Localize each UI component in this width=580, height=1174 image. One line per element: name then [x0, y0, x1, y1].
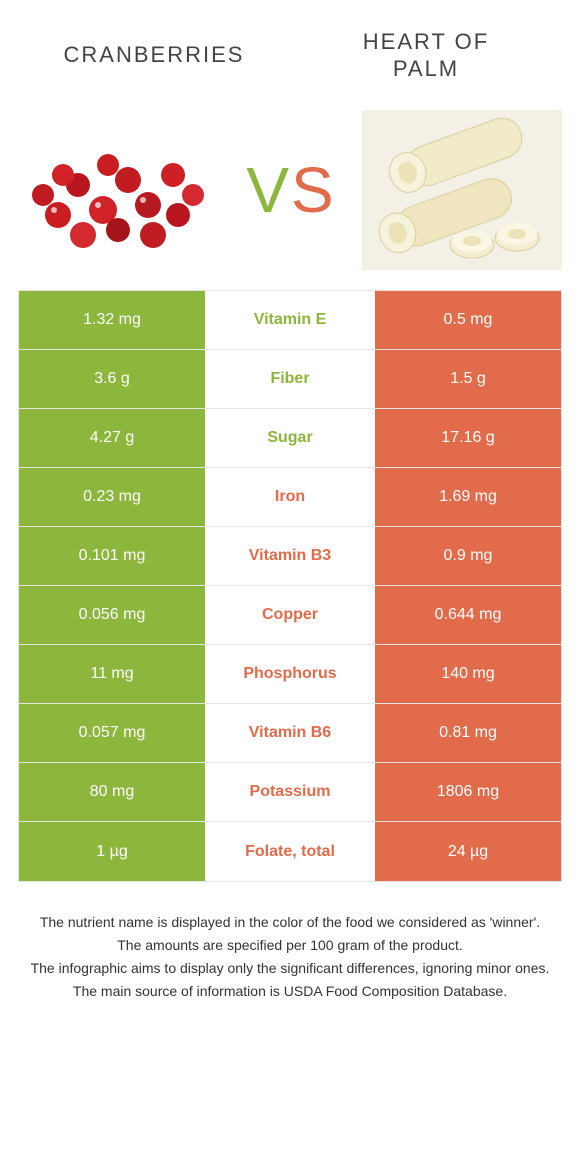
nutrient-label: Sugar — [205, 409, 375, 467]
value-left: 4.27 g — [19, 409, 205, 467]
footer-line: The nutrient name is displayed in the co… — [28, 912, 552, 933]
footer-line: The amounts are specified per 100 gram o… — [28, 935, 552, 956]
vs-s: S — [291, 153, 334, 227]
value-left: 1.32 mg — [19, 291, 205, 349]
nutrient-label: Vitamin B3 — [205, 527, 375, 585]
table-row: 1 µgFolate, total24 µg — [19, 822, 561, 881]
nutrient-label: Potassium — [205, 763, 375, 821]
table-row: 0.057 mgVitamin B60.81 mg — [19, 704, 561, 763]
value-right: 0.9 mg — [375, 527, 561, 585]
value-left: 0.057 mg — [19, 704, 205, 762]
value-right: 0.81 mg — [375, 704, 561, 762]
nutrient-label: Iron — [205, 468, 375, 526]
table-row: 80 mgPotassium1806 mg — [19, 763, 561, 822]
title-right: HEART OF PALM — [290, 28, 562, 83]
nutrient-label: Folate, total — [205, 822, 375, 881]
value-right: 1.5 g — [375, 350, 561, 408]
title-row: CRANBERRIES HEART OF PALM — [18, 10, 562, 100]
value-left: 0.101 mg — [19, 527, 205, 585]
nutrient-label: Vitamin E — [205, 291, 375, 349]
nutrient-label: Phosphorus — [205, 645, 375, 703]
value-left: 80 mg — [19, 763, 205, 821]
footer-line: The main source of information is USDA F… — [28, 981, 552, 1002]
value-right: 24 µg — [375, 822, 561, 881]
hero-row: VS — [18, 100, 562, 290]
table-row: 0.101 mgVitamin B30.9 mg — [19, 527, 561, 586]
value-right: 1.69 mg — [375, 468, 561, 526]
title-left: CRANBERRIES — [18, 41, 290, 69]
footer-notes: The nutrient name is displayed in the co… — [18, 882, 562, 1002]
value-left: 0.23 mg — [19, 468, 205, 526]
cranberries-image — [18, 110, 218, 270]
value-left: 11 mg — [19, 645, 205, 703]
table-row: 11 mgPhosphorus140 mg — [19, 645, 561, 704]
table-row: 4.27 gSugar17.16 g — [19, 409, 561, 468]
value-left: 1 µg — [19, 822, 205, 881]
value-right: 0.644 mg — [375, 586, 561, 644]
table-row: 1.32 mgVitamin E0.5 mg — [19, 291, 561, 350]
value-left: 3.6 g — [19, 350, 205, 408]
nutrient-label: Copper — [205, 586, 375, 644]
table-row: 0.056 mgCopper0.644 mg — [19, 586, 561, 645]
table-row: 0.23 mgIron1.69 mg — [19, 468, 561, 527]
nutrient-label: Fiber — [205, 350, 375, 408]
vs-label: VS — [246, 153, 333, 227]
value-right: 17.16 g — [375, 409, 561, 467]
nutrient-label: Vitamin B6 — [205, 704, 375, 762]
vs-v: V — [246, 153, 289, 227]
footer-line: The infographic aims to display only the… — [28, 958, 552, 979]
table-row: 3.6 gFiber1.5 g — [19, 350, 561, 409]
heart-of-palm-image — [362, 110, 562, 270]
value-right: 1806 mg — [375, 763, 561, 821]
value-left: 0.056 mg — [19, 586, 205, 644]
comparison-table: 1.32 mgVitamin E0.5 mg3.6 gFiber1.5 g4.2… — [18, 290, 562, 882]
value-right: 140 mg — [375, 645, 561, 703]
value-right: 0.5 mg — [375, 291, 561, 349]
